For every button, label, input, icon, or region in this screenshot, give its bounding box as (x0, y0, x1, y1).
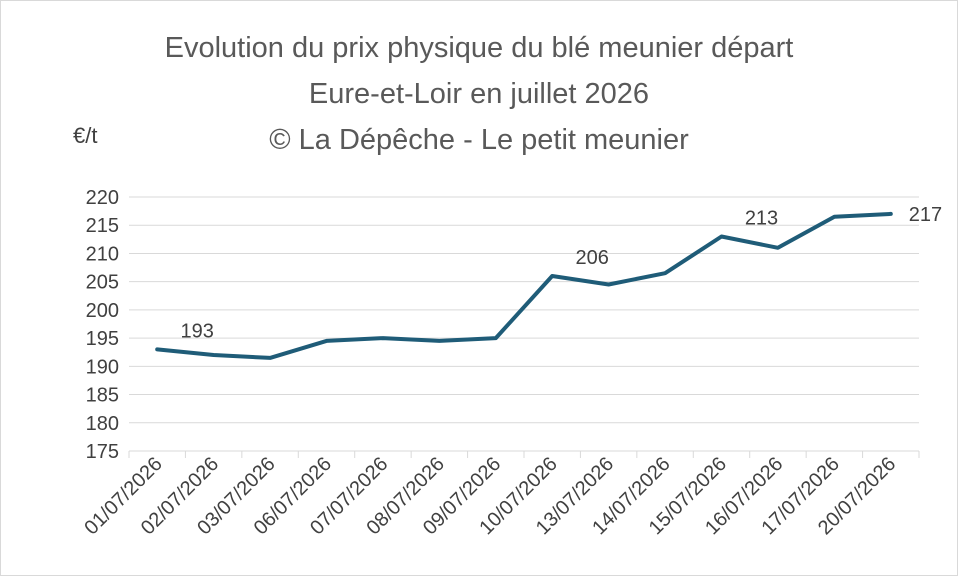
y-tick-label: 215 (86, 215, 119, 237)
chart-title-line-1: Evolution du prix physique du blé meunie… (164, 32, 794, 64)
series-line (155, 211, 893, 360)
y-tick-label: 185 (86, 385, 119, 407)
chart-title: Evolution du prix physique du blé meunie… (1, 25, 957, 163)
data-label: 206 (576, 247, 609, 269)
y-tick-label: 195 (86, 328, 119, 350)
chart-title-line-2: Eure-et-Loir en juillet 2026 (308, 78, 650, 110)
y-axis-label: €/t (73, 123, 98, 148)
y-tick-label: 220 (86, 187, 119, 209)
y-tick-label: 190 (86, 356, 119, 378)
chart-title-line-3: © La Dépêche - Le petit meunier (269, 124, 689, 156)
y-tick-label: 205 (86, 272, 119, 294)
y-tick-label: 175 (86, 441, 119, 463)
y-tick-label: 210 (86, 243, 119, 265)
data-label: 217 (909, 204, 942, 226)
data-label: 193 (181, 320, 214, 342)
data-label: 213 (745, 208, 778, 230)
y-tick-label: 200 (86, 300, 119, 322)
y-tick-label: 180 (86, 413, 119, 435)
